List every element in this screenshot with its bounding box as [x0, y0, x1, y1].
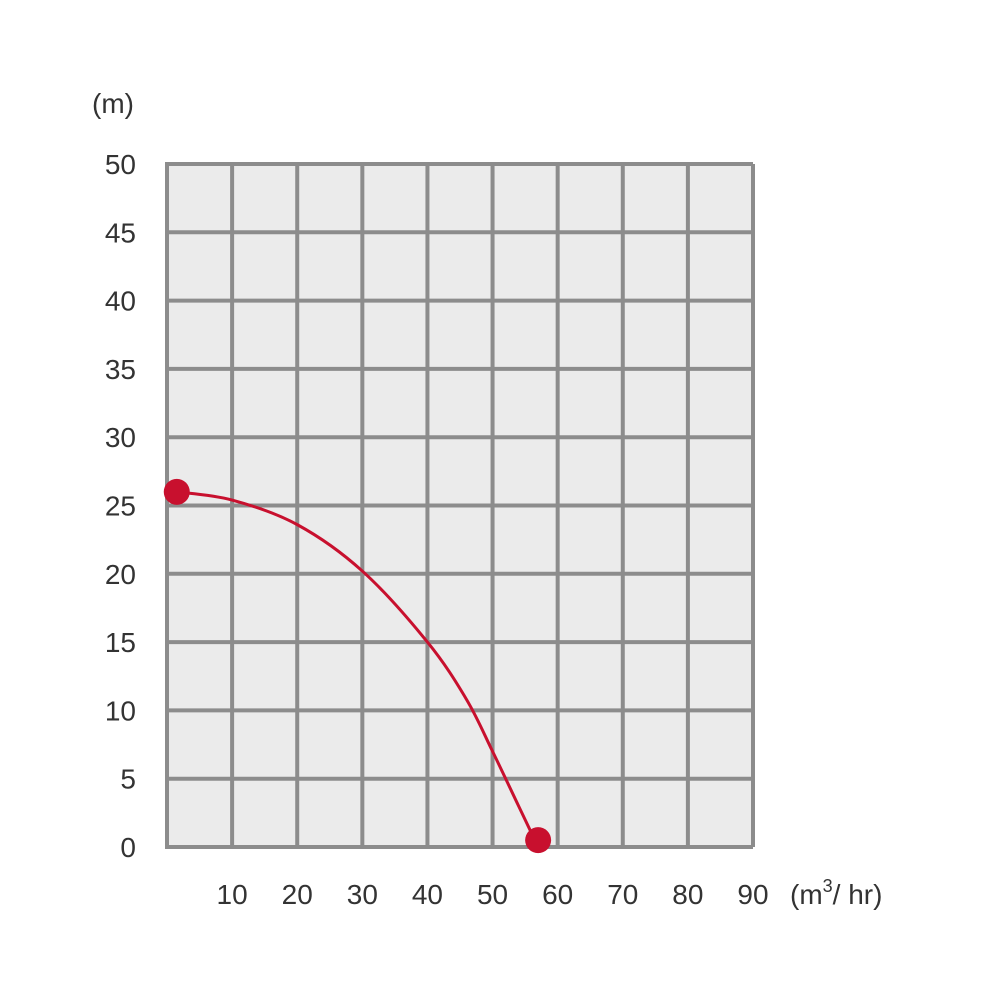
y-axis-label: (m) [92, 88, 134, 119]
x-axis-label-prefix: (m [790, 879, 823, 910]
y-tick-label: 0 [120, 832, 136, 863]
y-tick-label: 50 [105, 149, 136, 180]
y-axis-ticks: 0 5 10 15 20 25 30 35 40 45 50 [105, 149, 136, 863]
y-tick-label: 15 [105, 627, 136, 658]
x-tick-label: 40 [412, 879, 443, 910]
x-axis-label-suffix: / hr) [833, 879, 883, 910]
x-tick-label: 80 [672, 879, 703, 910]
x-tick-label: 30 [347, 879, 378, 910]
x-axis-ticks: 10 20 30 40 50 60 70 80 90 [217, 879, 769, 910]
y-tick-label: 30 [105, 422, 136, 453]
y-tick-label: 35 [105, 354, 136, 385]
x-tick-label: 20 [282, 879, 313, 910]
y-tick-label: 25 [105, 491, 136, 522]
x-tick-label: 70 [607, 879, 638, 910]
y-tick-label: 40 [105, 286, 136, 317]
x-tick-label: 50 [477, 879, 508, 910]
y-tick-label: 5 [120, 764, 136, 795]
x-tick-label: 90 [737, 879, 768, 910]
grid [165, 162, 755, 849]
y-tick-label: 20 [105, 559, 136, 590]
x-axis-label-sup: 3 [823, 876, 833, 896]
y-tick-label: 45 [105, 217, 136, 248]
x-axis-label: (m3/ hr) [790, 876, 882, 910]
series-line [176, 490, 537, 841]
series-endpoints [163, 478, 552, 854]
x-tick-label: 10 [217, 879, 248, 910]
series-endpoint-marker [163, 478, 190, 505]
x-tick-label: 60 [542, 879, 573, 910]
y-tick-label: 10 [105, 695, 136, 726]
series-endpoint-marker [525, 827, 552, 854]
